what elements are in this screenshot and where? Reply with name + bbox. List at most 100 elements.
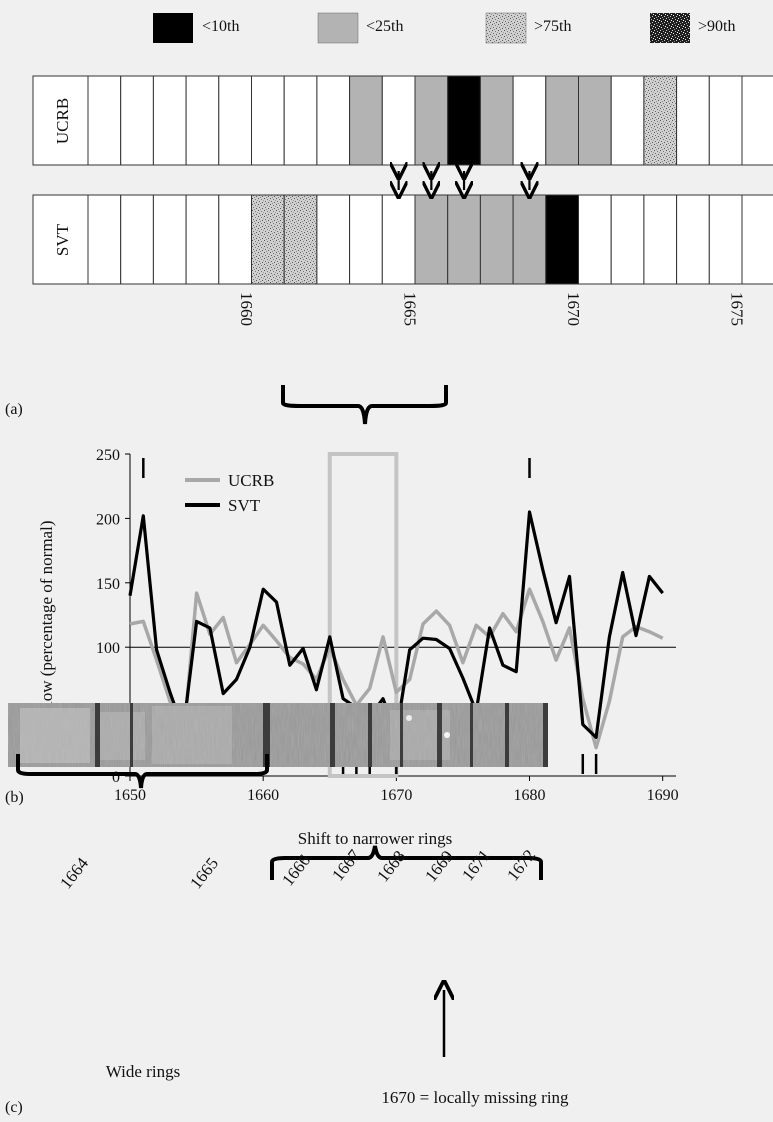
cell-svt-1660: [218, 194, 253, 285]
ring-year-labels: 1664 1665 1666 1667 1668 1669 1671 1672: [56, 846, 539, 893]
cell-svt-1656: [87, 194, 122, 285]
ring-boundary: [505, 703, 509, 767]
ring-label-1671: 1671: [458, 846, 494, 884]
cell-ucrb-1657: [120, 75, 154, 166]
cell-ucrb-1676: [741, 75, 773, 166]
ring-boundary: [330, 703, 335, 767]
cell-ucrb-1663: [316, 75, 351, 166]
cell-svt-1673: [643, 194, 678, 285]
cell-ucrb-1667: [447, 75, 481, 166]
ucrb-row-label: UCRB: [53, 98, 72, 144]
svt-row-label: SVT: [53, 223, 72, 256]
line-legend: UCRB SVT: [185, 471, 274, 515]
panel-label-a: (a): [5, 401, 23, 418]
cell-ucrb-1664: [349, 75, 383, 166]
cell-ucrb-1674: [676, 75, 710, 166]
matching-arrows: [399, 171, 773, 190]
cell-ucrb-1669: [512, 75, 547, 166]
year-tick-1665: 1665: [401, 292, 420, 326]
legend-label-gt90: >90th: [698, 18, 735, 35]
ring-boundary: [368, 703, 372, 767]
ring-label-1665: 1665: [186, 854, 222, 892]
ring-boundary: [95, 703, 100, 767]
ring-boundary: [437, 703, 442, 767]
cell-svt-1658: [152, 194, 187, 285]
cell-svt-1669: [512, 194, 547, 285]
legend-swatch-gt90: [650, 13, 690, 43]
panel-label-b: (b): [5, 789, 24, 806]
annotation-shift: Shift to narrower rings: [298, 829, 452, 848]
wide-rings-bracket: [16, 754, 269, 789]
x-tick-label-1650: 1650: [114, 787, 146, 804]
series-line-ucrb: [129, 587, 664, 750]
cell-ucrb-1665: [381, 75, 416, 166]
cell-ucrb-1661: [251, 75, 285, 166]
cell-ucrb-1656: [87, 75, 122, 166]
cell-ucrb-1660: [218, 75, 253, 166]
tree-core-image: [8, 703, 548, 767]
legend-text-svt: SVT: [228, 496, 261, 515]
cell-ucrb-1659: [185, 75, 220, 166]
ring-boundary: [263, 703, 270, 767]
y-tick-label-0: 0: [112, 769, 120, 786]
svt-row-label-box: [32, 194, 89, 285]
x-tick-label-1680: 1680: [514, 787, 546, 804]
ring-boundary: [400, 703, 403, 767]
ring-boundary: [130, 703, 133, 767]
legend: <10th <25th >75th >90th: [153, 12, 735, 44]
panel-a-bracket: [281, 385, 448, 425]
panel-a: UCRB SVT 16601665167016751680 (a): [5, 75, 773, 425]
legend-swatch-lt10: [153, 13, 193, 43]
ring-label-1667: 1667: [328, 846, 364, 885]
cell-ucrb-1671: [578, 75, 612, 166]
cell-ucrb-1675: [708, 75, 743, 166]
ring-label-1672: 1672: [503, 846, 539, 884]
axes-b: 05010015020025016501660167016801690: [96, 447, 679, 804]
year-tick-labels-a: 16601665167016751680: [237, 292, 747, 326]
ucrb-row-label-box: [32, 75, 89, 166]
cell-svt-1659: [185, 194, 220, 285]
year-tick-1660: 1660: [237, 292, 256, 326]
cell-svt-1664: [349, 194, 383, 285]
cell-svt-1670: [545, 194, 579, 285]
svt-cells: [87, 194, 773, 285]
ring-boundaries: [95, 703, 548, 767]
cell-svt-1665: [381, 194, 416, 285]
ucrb-cells: [87, 75, 773, 166]
cell-ucrb-1666: [414, 75, 449, 166]
cell-svt-1676: [741, 194, 773, 285]
y-axis-label: Flow (percentage of normal): [37, 521, 56, 716]
y-tick-label-200: 200: [96, 511, 120, 528]
annotation-wide-rings: Wide rings: [106, 1062, 180, 1081]
y-tick-label-250: 250: [96, 447, 120, 464]
cell-svt-1662: [283, 194, 318, 285]
cell-svt-1671: [578, 194, 612, 285]
cell-svt-1661: [251, 194, 285, 285]
cell-svt-1674: [676, 194, 710, 285]
cell-svt-1666: [414, 194, 449, 285]
panel-label-c: (c): [5, 1099, 23, 1116]
y-tick-label-150: 150: [96, 576, 120, 593]
cell-svt-1663: [316, 194, 351, 285]
legend-text-ucrb: UCRB: [228, 471, 274, 490]
cell-ucrb-1658: [152, 75, 187, 166]
cell-ucrb-1672: [610, 75, 645, 166]
annotation-missing-ring: 1670 = locally missing ring: [381, 1088, 569, 1107]
x-tick-label-1660: 1660: [247, 787, 279, 804]
cell-svt-1672: [610, 194, 645, 285]
ring-label-1664: 1664: [56, 854, 92, 893]
year-tick-1675: 1675: [728, 292, 747, 326]
x-tick-label-1690: 1690: [647, 787, 679, 804]
panel-c: Shift to narrower rings 1664 1665 1666 1667…: [5, 703, 569, 1116]
cell-ucrb-1670: [545, 75, 579, 166]
shift-bracket: [270, 845, 543, 880]
cell-svt-1675: [708, 194, 743, 285]
cell-ucrb-1662: [283, 75, 318, 166]
x-tick-label-1670: 1670: [380, 787, 412, 804]
ring-boundary: [543, 703, 548, 767]
cell-svt-1667: [447, 194, 481, 285]
y-tick-label-100: 100: [96, 640, 120, 657]
legend-label-lt10: <10th: [202, 18, 239, 35]
ring-label-1669: 1669: [421, 847, 457, 885]
